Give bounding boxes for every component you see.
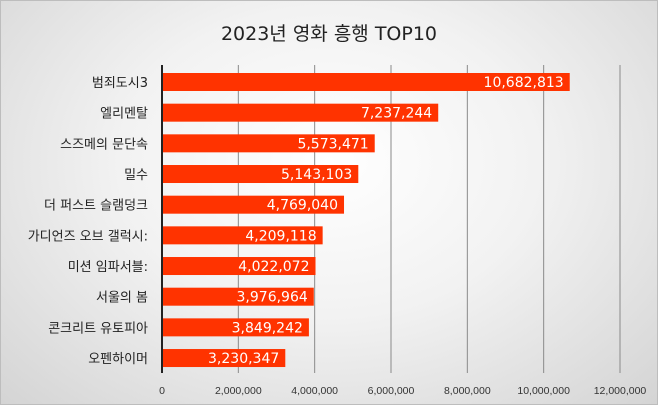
- x-tick-label: 8,000,000: [444, 385, 491, 397]
- data-label: 7,237,244: [361, 106, 432, 122]
- x-tick-label: 12,000,000: [594, 385, 647, 397]
- x-tick-label: 2,000,000: [215, 385, 262, 397]
- bar: [162, 257, 316, 276]
- data-label: 10,682,813: [484, 75, 564, 91]
- bar: [162, 226, 323, 245]
- data-label: 4,769,040: [267, 198, 338, 214]
- x-tick-label: 4,000,000: [291, 385, 338, 397]
- x-tick-label: 6,000,000: [368, 385, 415, 397]
- bar: [162, 103, 439, 122]
- x-tick-label: 0: [159, 385, 165, 397]
- data-label: 3,976,964: [237, 290, 308, 306]
- category-label: 가디언즈 오브 갤럭시:: [28, 229, 148, 244]
- bar: [162, 318, 309, 337]
- category-label: 미션 임파서블:: [68, 260, 148, 275]
- bar: [162, 349, 286, 368]
- bar: [162, 165, 359, 184]
- chart-title: 2023년 영화 흥행 TOP10: [220, 23, 438, 45]
- category-label: 더 퍼스트 슬램덩크: [44, 199, 148, 214]
- data-label: 5,143,103: [281, 167, 352, 183]
- bar: [162, 195, 345, 214]
- category-label: 스즈메의 문단속: [60, 137, 148, 152]
- category-label: 밀수: [124, 168, 148, 183]
- data-label: 4,209,118: [245, 228, 316, 244]
- bar: [162, 134, 375, 153]
- data-label: 4,022,072: [238, 259, 309, 275]
- category-label: 엘리멘탈: [100, 107, 148, 122]
- bar: [162, 287, 314, 306]
- category-label: 범죄도시3: [92, 76, 148, 91]
- data-label: 5,573,471: [297, 136, 368, 152]
- category-label: 콘크리트 유토피아: [48, 321, 148, 336]
- category-label: 오펜하이머: [88, 352, 148, 367]
- category-label: 서울의 봄: [96, 291, 148, 306]
- x-tick-label: 10,000,000: [517, 385, 570, 397]
- data-label: 3,230,347: [208, 351, 279, 367]
- bar: [162, 73, 570, 91]
- data-label: 3,849,242: [232, 320, 303, 336]
